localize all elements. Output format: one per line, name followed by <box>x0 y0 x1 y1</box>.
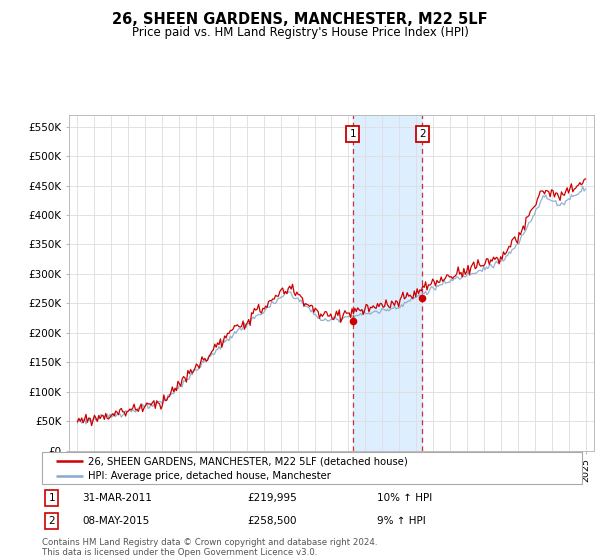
Text: £258,500: £258,500 <box>247 516 296 526</box>
Text: £219,995: £219,995 <box>247 493 297 503</box>
Text: 1: 1 <box>349 129 356 139</box>
Text: HPI: Average price, detached house, Manchester: HPI: Average price, detached house, Manc… <box>88 471 331 481</box>
Text: 1: 1 <box>49 493 55 503</box>
Text: 26, SHEEN GARDENS, MANCHESTER, M22 5LF: 26, SHEEN GARDENS, MANCHESTER, M22 5LF <box>112 12 488 27</box>
Text: 2: 2 <box>49 516 55 526</box>
Text: 31-MAR-2011: 31-MAR-2011 <box>83 493 152 503</box>
Text: Price paid vs. HM Land Registry's House Price Index (HPI): Price paid vs. HM Land Registry's House … <box>131 26 469 39</box>
Bar <box>353 115 422 451</box>
Text: 10% ↑ HPI: 10% ↑ HPI <box>377 493 432 503</box>
Text: 2: 2 <box>419 129 425 139</box>
Text: 9% ↑ HPI: 9% ↑ HPI <box>377 516 425 526</box>
Text: Contains HM Land Registry data © Crown copyright and database right 2024.
This d: Contains HM Land Registry data © Crown c… <box>42 538 377 557</box>
FancyBboxPatch shape <box>42 452 582 484</box>
Text: 08-MAY-2015: 08-MAY-2015 <box>83 516 150 526</box>
Text: 26, SHEEN GARDENS, MANCHESTER, M22 5LF (detached house): 26, SHEEN GARDENS, MANCHESTER, M22 5LF (… <box>88 456 407 466</box>
